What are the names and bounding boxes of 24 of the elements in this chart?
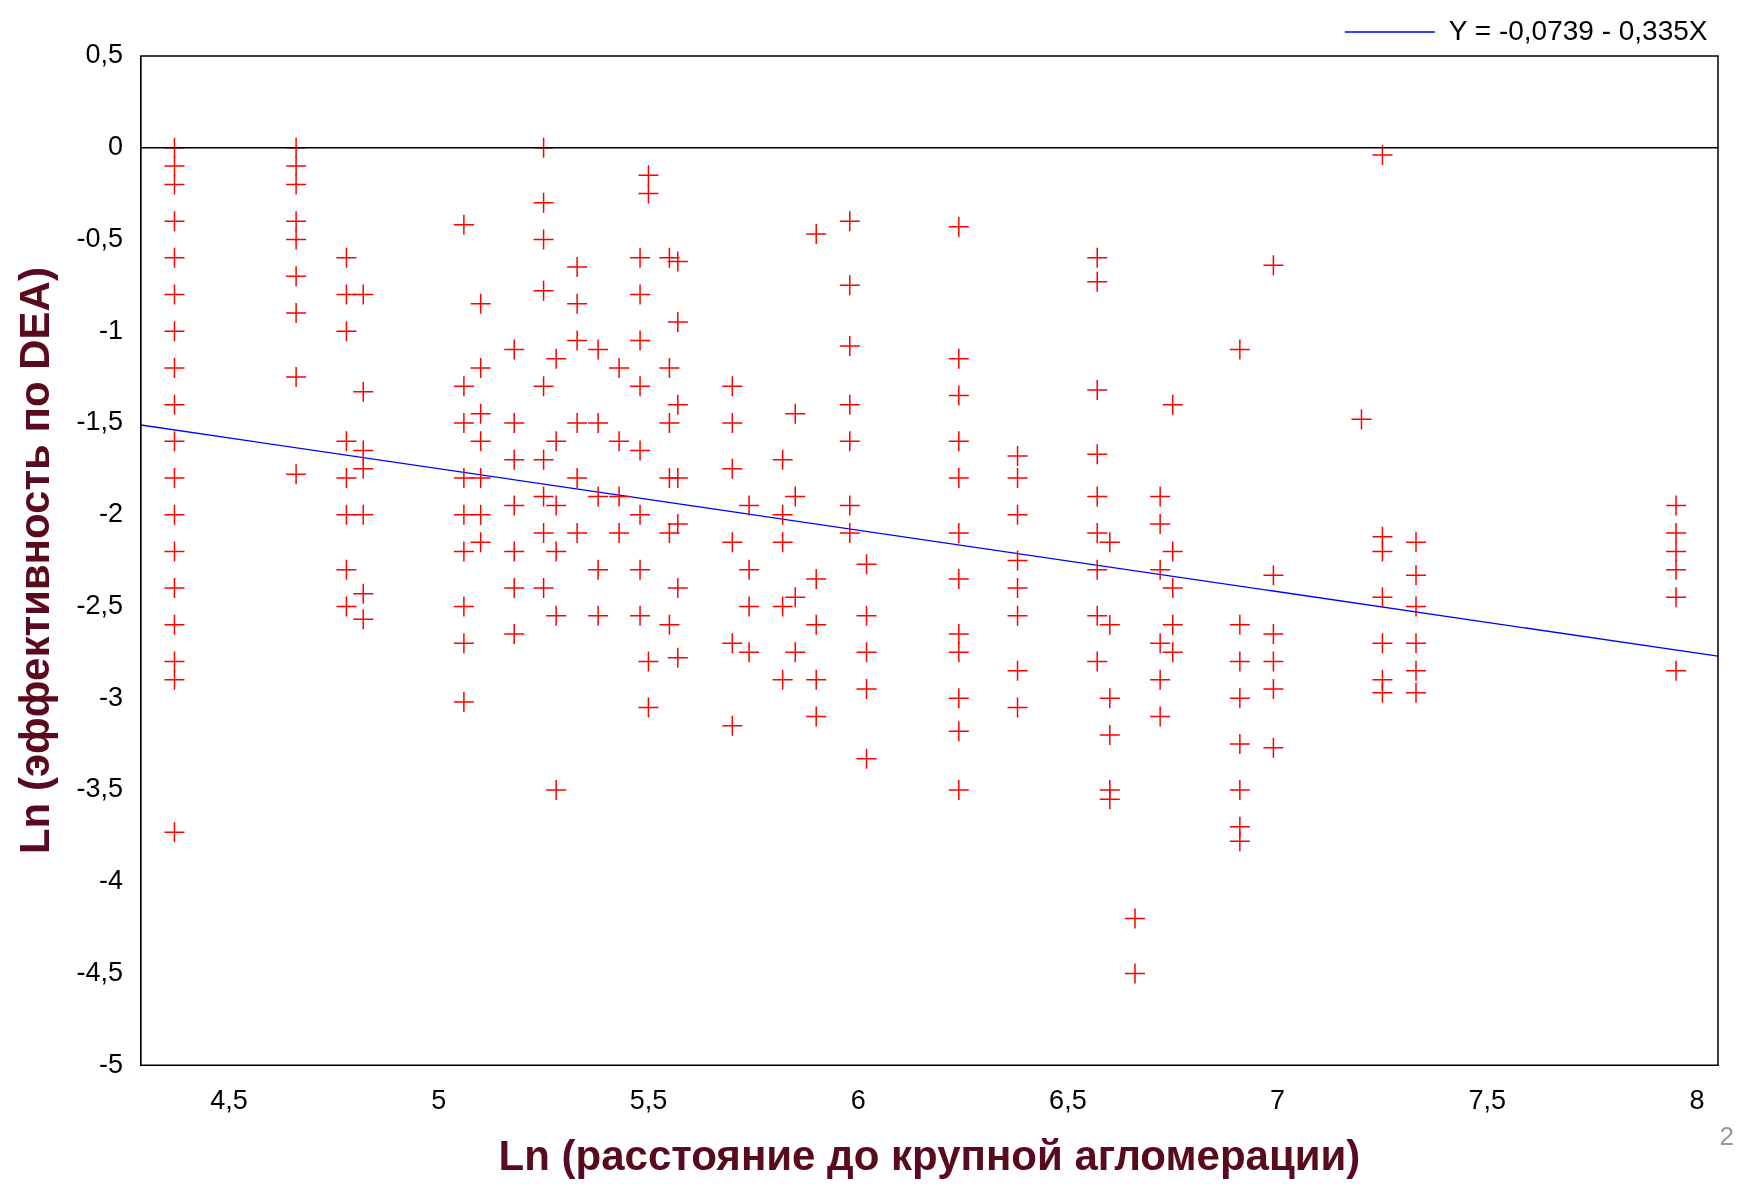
- x-tick-label: 6: [850, 1084, 866, 1115]
- y-tick-label: 0,5: [85, 39, 123, 70]
- y-axis-title: Ln (эффективность по DEA): [10, 267, 58, 855]
- y-tick-label: -5: [98, 1048, 123, 1079]
- y-tick-label: -2,5: [76, 589, 123, 620]
- x-tick-label: 5,5: [629, 1084, 668, 1115]
- legend-label: Y = -0,0739 - 0,335X: [1448, 14, 1708, 46]
- y-tick-label: -1,5: [76, 406, 123, 437]
- y-tick-label: -3,5: [76, 773, 123, 804]
- y-tick-label: -2: [98, 498, 123, 529]
- x-axis-title: Ln (расстояние до крупной агломерации): [498, 1132, 1361, 1180]
- y-tick-label: 0: [107, 131, 123, 162]
- x-tick-label: 7,5: [1468, 1084, 1507, 1115]
- x-tick-label: 6,5: [1049, 1084, 1087, 1115]
- text: 2: [1719, 1121, 1734, 1152]
- y-tick-label: -1: [98, 314, 123, 345]
- y-tick-label: -4,5: [76, 956, 123, 987]
- x-tick-label: 8: [1689, 1084, 1705, 1115]
- x-tick-label: 5: [431, 1084, 447, 1115]
- y-tick-label: -3: [98, 681, 123, 712]
- x-tick-label: 7: [1270, 1084, 1286, 1115]
- y-tick-label: -4: [98, 865, 123, 896]
- y-tick-label: -0,5: [76, 222, 123, 253]
- x-tick-label: 4,5: [210, 1084, 248, 1115]
